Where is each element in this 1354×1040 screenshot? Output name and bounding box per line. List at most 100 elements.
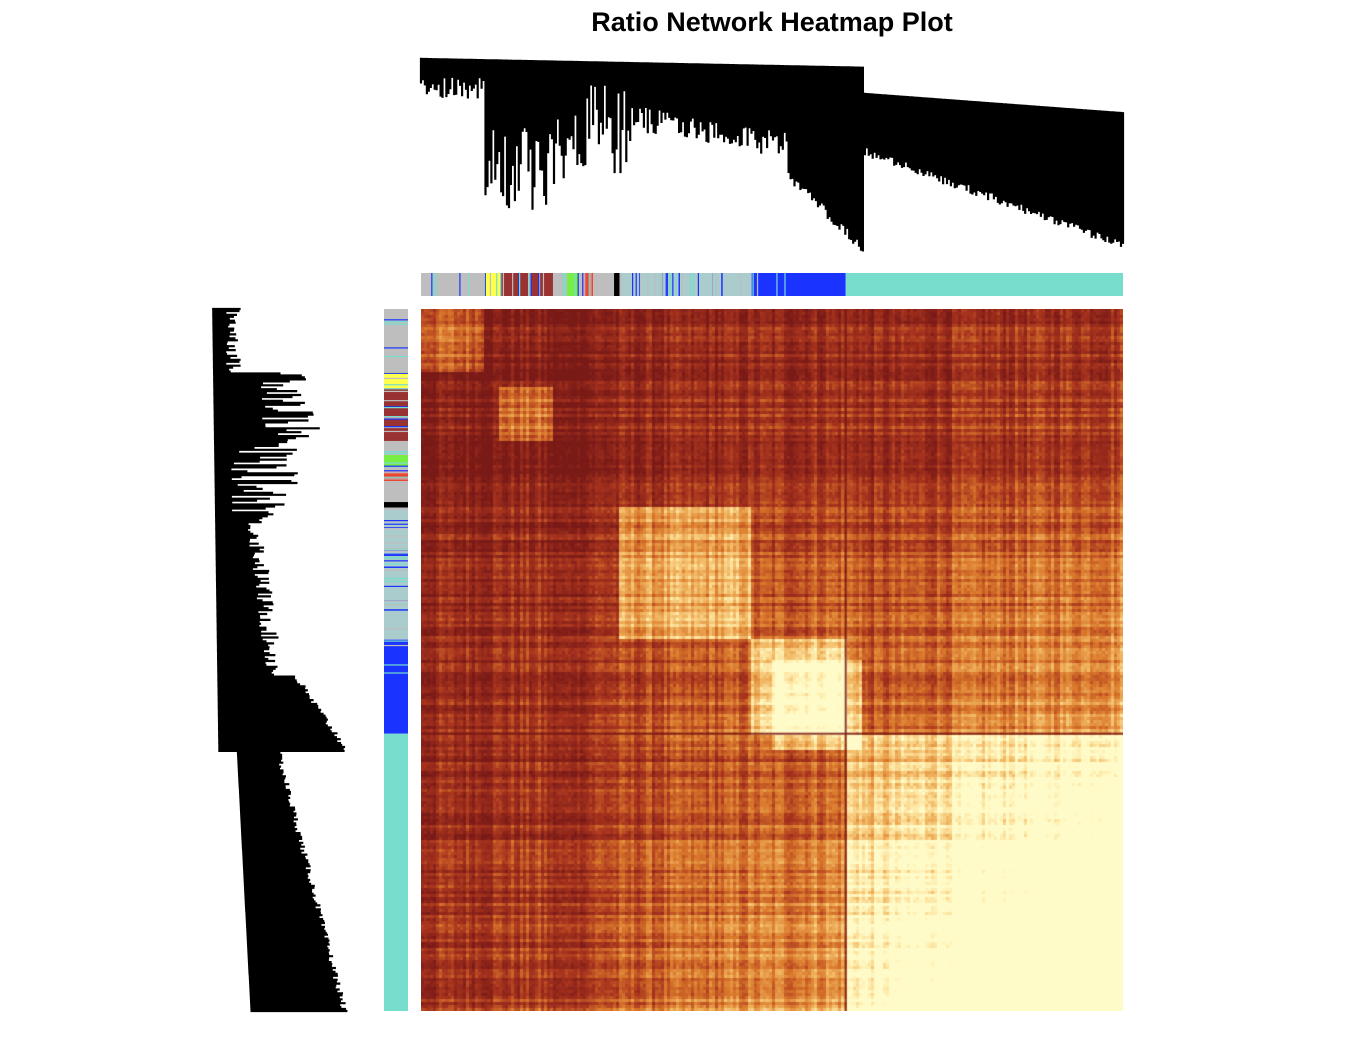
left-module-bar-line	[384, 640, 408, 642]
left-module-bar-line	[384, 384, 408, 386]
left-module-bar-segment	[384, 455, 408, 467]
top-module-bar-segment	[583, 273, 593, 296]
left-module-bar-line	[384, 400, 408, 402]
left-module-bar-line	[384, 390, 408, 393]
top-module-bar-segment	[614, 273, 620, 296]
chart-title: Ratio Network Heatmap Plot	[591, 7, 953, 37]
left-module-bar-line	[384, 569, 408, 571]
top-dendrogram-branches	[419, 57, 1125, 252]
top-module-bar-line	[484, 273, 486, 296]
top-module-bar-line	[577, 273, 579, 296]
left-module-bar-segment	[384, 639, 408, 734]
left-module-bar-line	[384, 563, 408, 565]
left-module-bar-line	[384, 644, 408, 647]
top-module-bar-line	[590, 273, 592, 296]
top-module-bar-line	[538, 273, 541, 296]
top-module-bar-line	[675, 273, 677, 296]
top-module-bar-line	[433, 273, 435, 296]
left-module-bar-line	[384, 542, 408, 544]
top-module-bar-line	[666, 273, 668, 296]
top-module-bar-line	[502, 273, 505, 296]
left-module-bar-line	[384, 472, 408, 474]
left-module-bar-line	[384, 523, 408, 525]
left-module-bar-line	[384, 507, 408, 510]
top-module-bar-segment	[845, 273, 1123, 296]
left-module-bar-line	[384, 600, 408, 602]
left-module-bar-line	[384, 450, 408, 453]
top-module-bar-line	[512, 273, 514, 296]
left-module-bar-line	[384, 347, 408, 349]
top-module-bar-line	[574, 273, 576, 296]
top-module-bar-line	[681, 273, 683, 296]
left-module-bar-line	[384, 560, 408, 562]
top-module-bar-line	[752, 273, 754, 296]
left-module-bar-line	[384, 407, 408, 409]
top-module-bar-line	[756, 273, 759, 296]
top-module-bar-segment	[421, 273, 485, 296]
top-module-bar-line	[635, 273, 637, 296]
top-module-bar-segment	[751, 273, 846, 296]
left-module-bar-line	[384, 558, 408, 560]
top-module-bar-line	[665, 273, 667, 296]
left-module-bar-segment	[384, 507, 408, 640]
top-module-bar-line	[668, 273, 670, 296]
left-module-bar-line	[384, 520, 408, 523]
top-module-bar-line	[692, 273, 694, 296]
top-module-bar-segment	[484, 273, 501, 296]
left-module-bar-line	[384, 388, 408, 390]
left-module-bar-line	[384, 406, 408, 408]
top-module-bar-line	[716, 273, 718, 296]
left-module-bar-line	[384, 550, 408, 552]
top-module-bar-line	[459, 273, 461, 296]
top-module-bar-line	[602, 273, 604, 296]
left-module-bar-line	[384, 426, 408, 428]
top-module-bar-line	[660, 273, 662, 296]
top-module-bar-line	[542, 273, 545, 296]
top-module-bar-line	[489, 273, 492, 296]
top-module-bar-line	[632, 273, 635, 296]
top-module-bar-line	[631, 273, 634, 296]
left-module-bar-line	[384, 377, 408, 380]
left-module-bar-line	[384, 547, 408, 549]
left-module-bar-line	[384, 490, 408, 492]
left-module-bar-line	[384, 417, 408, 419]
left-module-bar-line	[384, 470, 408, 472]
top-module-bar-line	[431, 273, 433, 296]
left-module-bar-line	[384, 355, 408, 358]
left-module-bar-line	[384, 672, 408, 674]
top-module-bar-line	[678, 273, 680, 296]
top-module-bar-line	[496, 273, 498, 296]
left-module-bar-line	[384, 556, 408, 558]
top-module-bar-line	[584, 273, 586, 296]
left-module-bar-line	[384, 554, 408, 556]
top-module-bar-line	[620, 273, 622, 296]
left-module-bar-line	[384, 535, 408, 537]
top-module-bar-line	[588, 273, 590, 296]
left-module-bar-segment	[384, 309, 408, 373]
top-module-bar-line	[564, 273, 567, 296]
left-module-bar-line	[384, 664, 408, 666]
left-module-bar-line	[384, 321, 408, 323]
left-module-bar-line	[384, 566, 408, 568]
left-module-bar-line	[384, 319, 408, 321]
left-module-bar-line	[384, 323, 408, 325]
top-module-bar-line	[670, 273, 672, 296]
left-module-bar-line	[384, 577, 408, 580]
top-module-bar-segment	[567, 273, 579, 296]
left-module-bar-line	[384, 418, 408, 420]
top-module-bar-line	[739, 273, 742, 296]
left-module-bar-line	[384, 478, 408, 480]
top-module-bar-line	[638, 273, 641, 296]
top-module-bar-line	[662, 273, 664, 296]
top-module-bar-segment	[500, 273, 553, 296]
left-module-bar-line	[384, 476, 408, 478]
left-module-bar-line	[384, 372, 408, 374]
top-module-bar-line	[530, 273, 532, 296]
left-module-bar-line	[384, 609, 408, 611]
top-module-bar-line	[784, 273, 786, 296]
left-module-bar-segment	[384, 388, 408, 441]
top-module-bar-line	[582, 273, 584, 296]
